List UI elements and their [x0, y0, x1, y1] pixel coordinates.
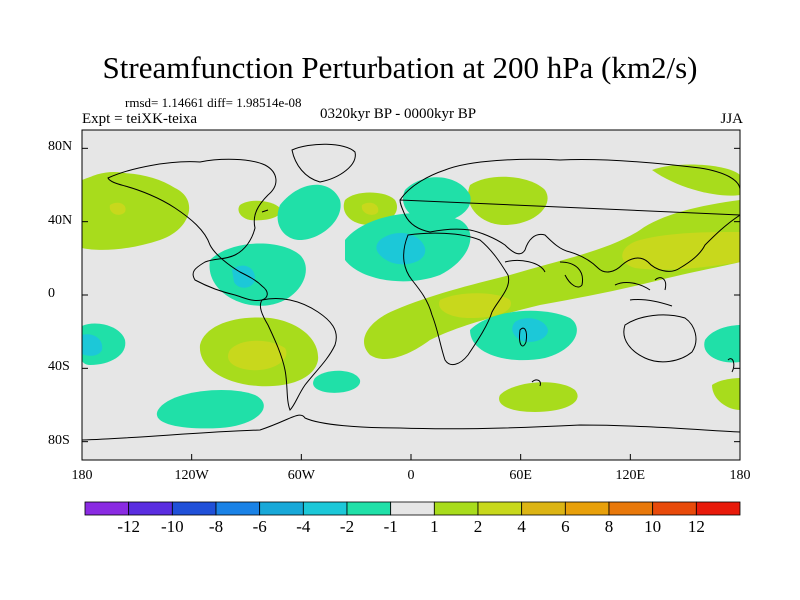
- period-label: 0320kyr BP - 0000kyr BP: [320, 106, 477, 122]
- negative-contours-mid: [82, 233, 548, 356]
- colorbar-label: -2: [339, 517, 355, 536]
- lat-tick-label: 0: [48, 286, 55, 301]
- colorbar-label: -6: [252, 517, 267, 536]
- colorbar-label: -4: [296, 517, 311, 536]
- rmsd-stats: rmsd= 1.14661 diff= 1.98514e-08: [125, 95, 302, 110]
- colorbar-swatch: [346, 501, 392, 516]
- lon-tick-label: 120E: [615, 468, 646, 483]
- colorbar-swatch: [84, 501, 130, 516]
- colorbar-label: -8: [208, 517, 224, 536]
- colorbar-label: 2: [473, 517, 483, 536]
- colorbar-swatch: [128, 501, 173, 516]
- colorbar-swatch: [608, 501, 654, 516]
- colorbar-label: 12: [687, 517, 705, 536]
- positive-contours-mid: [109, 202, 740, 371]
- colorbar-label: 4: [517, 517, 526, 536]
- lat-tick-label: 40N: [48, 212, 73, 228]
- lon-tick-label: 180: [71, 468, 93, 483]
- lat-tick-label: 40S: [48, 359, 70, 375]
- lat-tick-label: 80N: [48, 139, 73, 155]
- lon-tick-label: 0: [407, 468, 415, 483]
- colorbar: [84, 501, 741, 516]
- colorbar-swatch: [259, 501, 304, 516]
- colorbar-label: -10: [160, 517, 184, 536]
- colorbar-swatch: [477, 501, 523, 516]
- colorbar-swatch: [390, 501, 435, 516]
- lon-tick-label: 180: [729, 468, 751, 483]
- colorbar-swatch: [564, 501, 610, 516]
- colorbar-swatch: [171, 501, 217, 516]
- colorbar-swatch: [652, 501, 697, 516]
- colorbar-swatch: [695, 501, 741, 516]
- lon-tick-label: 120W: [174, 468, 209, 483]
- colorbar-label: -1: [383, 517, 398, 536]
- colorbar-label: 1: [430, 517, 439, 536]
- colorbar-label: 6: [561, 517, 570, 536]
- lon-tick-label: 60W: [287, 468, 315, 483]
- colorbar-label: 8: [604, 517, 614, 536]
- map-area: [82, 130, 740, 460]
- colorbar-swatch: [521, 501, 566, 516]
- chart-title: Streamfunction Perturbation at 200 hPa (…: [102, 50, 698, 85]
- axis-ticks: [81, 147, 741, 460]
- lon-tick-label: 60E: [509, 468, 532, 483]
- colorbar-swatch: [215, 501, 261, 516]
- lat-tick-label: 80S: [48, 432, 70, 448]
- colorbar-label: 10: [644, 517, 662, 536]
- season-label: JJA: [720, 111, 743, 127]
- colorbar-label: -12: [117, 517, 140, 536]
- colorbar-swatch: [302, 501, 348, 516]
- colorbar-swatch: [433, 501, 479, 516]
- experiment-label: Expt = teiXK-teixa: [82, 111, 198, 127]
- coastlines: [82, 143, 740, 441]
